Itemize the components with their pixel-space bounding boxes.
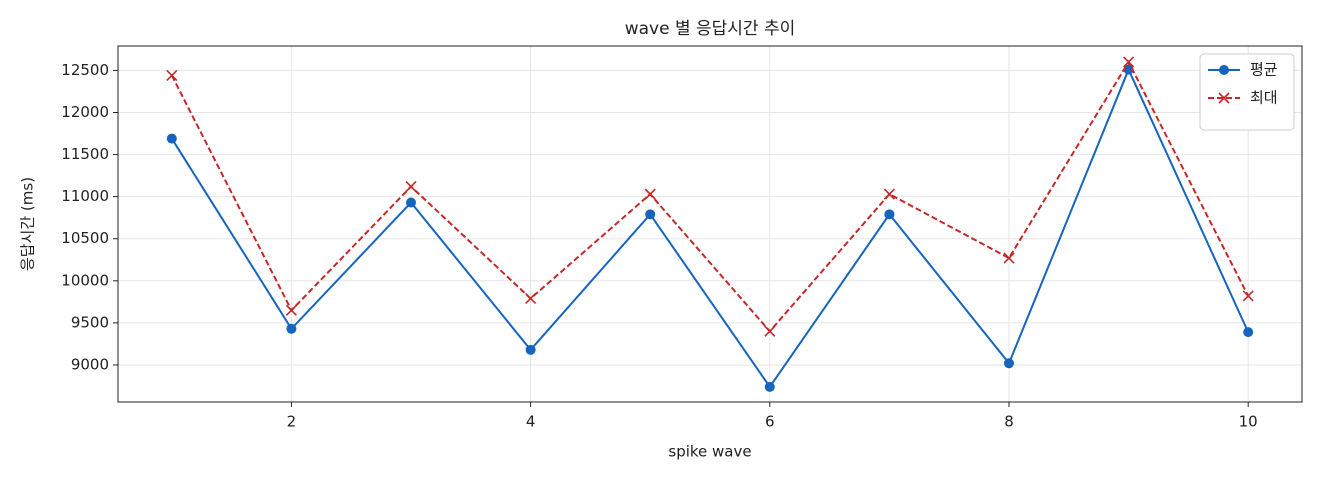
series-line — [170, 59, 1250, 333]
marker — [1123, 56, 1135, 68]
marker — [764, 325, 776, 337]
marker — [286, 323, 297, 334]
marker — [884, 209, 895, 220]
series-line — [170, 67, 1250, 389]
marker — [1003, 358, 1014, 369]
marker — [644, 188, 656, 200]
marker — [1242, 290, 1254, 302]
y-tick-label: 12500 — [61, 61, 109, 79]
legend-label: 최대 — [1250, 89, 1278, 107]
y-tick-label: 11000 — [61, 187, 109, 205]
legend-box — [1199, 53, 1295, 131]
legend-marker — [1218, 92, 1230, 104]
marker — [285, 304, 297, 316]
y-tick-label: 11500 — [61, 145, 109, 163]
marker — [166, 133, 177, 144]
y-tick-label: 12000 — [61, 103, 109, 121]
plot-frame — [117, 45, 1303, 403]
y-tick-label: 9500 — [71, 313, 109, 331]
grid — [118, 46, 1302, 402]
y-axis-label: 응답시간 (ms) — [19, 177, 37, 271]
marker — [406, 197, 417, 208]
marker — [645, 209, 656, 220]
marker — [166, 69, 178, 82]
x-tick-label: 10 — [1239, 413, 1258, 431]
x-tick-label: 8 — [1004, 413, 1014, 431]
legend-label: 평균 — [1250, 61, 1278, 79]
x-tick-label: 6 — [765, 413, 775, 431]
chart-title: wave 별 응답시간 추이 — [625, 19, 796, 39]
marker — [1003, 252, 1015, 264]
legend-marker — [1219, 65, 1229, 75]
y-tick-label: 10500 — [61, 229, 109, 247]
x-axis-label: spike wave — [668, 443, 751, 461]
marker — [525, 344, 536, 355]
marker — [883, 188, 895, 200]
marker — [1243, 327, 1254, 338]
y-tick-label: 9000 — [71, 355, 109, 373]
marker — [525, 292, 537, 305]
marker — [405, 180, 417, 193]
x-tick-label: 2 — [287, 413, 297, 431]
plot — [166, 56, 1254, 392]
x-tick-label: 4 — [526, 413, 536, 431]
y-tick-label: 10000 — [61, 271, 109, 289]
marker — [764, 381, 775, 392]
